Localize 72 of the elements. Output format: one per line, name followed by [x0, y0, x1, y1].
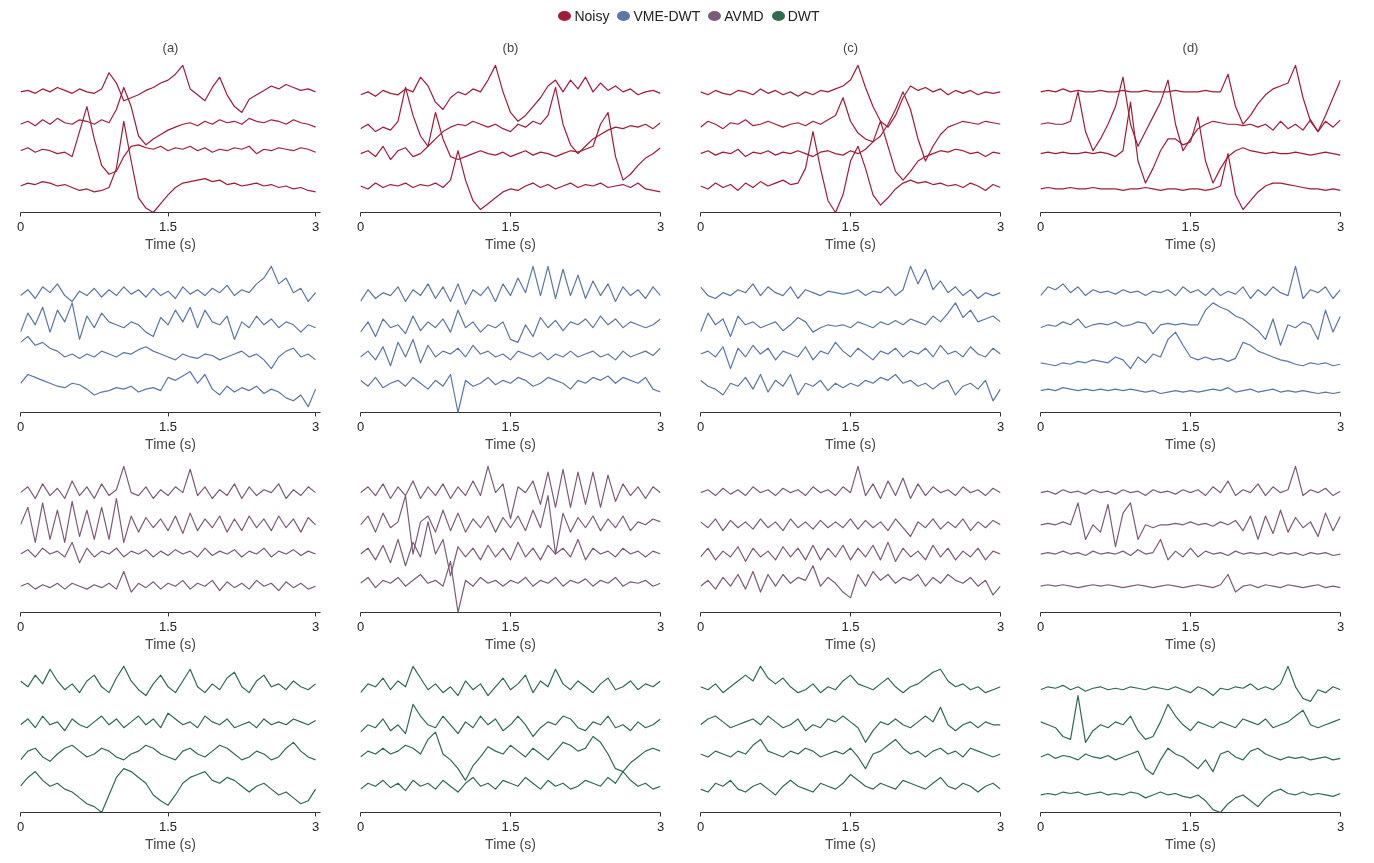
- x-tick-label: 3: [996, 618, 1005, 634]
- x-tick-label: 0: [16, 818, 25, 834]
- chart-title: (a): [162, 39, 179, 55]
- x-axis-title: Time (s): [485, 435, 536, 452]
- x-tick-label: 3: [1336, 418, 1345, 434]
- x-tick-label: 0: [1036, 618, 1045, 634]
- legend-label: AVMD: [724, 8, 764, 25]
- x-tick-label: 1.5: [1181, 418, 1200, 434]
- x-axis-title: Time (s): [485, 635, 536, 652]
- legend-label: DWT: [787, 8, 820, 25]
- x-tick-label: 3: [311, 218, 320, 234]
- x-tick-label: 3: [996, 418, 1005, 434]
- x-tick-label: 1.5: [841, 618, 860, 634]
- x-axis-title: Time (s): [145, 635, 196, 652]
- x-axis-title: Time (s): [1165, 835, 1216, 852]
- x-axis-title: Time (s): [145, 835, 196, 852]
- x-tick-label: 3: [996, 218, 1005, 234]
- x-tick-label: 1.5: [159, 218, 178, 234]
- x-tick-label: 0: [696, 618, 705, 634]
- legend-label: Noisy: [574, 8, 610, 25]
- x-axis-title: Time (s): [145, 435, 196, 452]
- x-tick-label: 3: [311, 618, 320, 634]
- x-axis-title: Time (s): [825, 235, 876, 252]
- x-tick-label: 3: [311, 818, 320, 834]
- x-axis-title: Time (s): [825, 635, 876, 652]
- x-tick-label: 0: [1036, 218, 1045, 234]
- x-tick-label: 0: [1036, 418, 1045, 434]
- x-tick-label: 1.5: [1181, 618, 1200, 634]
- x-tick-label: 1.5: [159, 618, 178, 634]
- x-tick-label: 3: [1336, 618, 1345, 634]
- x-tick-label: 0: [356, 418, 365, 434]
- chart-title: (b): [502, 39, 519, 55]
- x-axis-title: Time (s): [825, 435, 876, 452]
- x-tick-label: 1.5: [841, 418, 860, 434]
- x-tick-label: 1.5: [1181, 218, 1200, 234]
- x-tick-label: 1.5: [501, 618, 520, 634]
- x-tick-label: 0: [696, 418, 705, 434]
- x-tick-label: 1.5: [841, 818, 860, 834]
- x-axis-title: Time (s): [1165, 635, 1216, 652]
- x-tick-label: 1.5: [501, 818, 520, 834]
- x-tick-label: 3: [311, 418, 320, 434]
- x-axis-title: Time (s): [1165, 435, 1216, 452]
- x-tick-label: 1.5: [501, 218, 520, 234]
- x-tick-label: 0: [356, 618, 365, 634]
- x-tick-label: 0: [16, 418, 25, 434]
- x-axis-title: Time (s): [485, 835, 536, 852]
- x-tick-label: 0: [696, 218, 705, 234]
- x-axis-title: Time (s): [825, 835, 876, 852]
- x-tick-label: 1.5: [501, 418, 520, 434]
- x-tick-label: 3: [656, 218, 665, 234]
- x-tick-label: 3: [996, 818, 1005, 834]
- x-tick-label: 1.5: [1181, 818, 1200, 834]
- x-tick-label: 0: [696, 818, 705, 834]
- x-tick-label: 0: [16, 218, 25, 234]
- x-axis-title: Time (s): [1165, 235, 1216, 252]
- x-tick-label: 0: [16, 618, 25, 634]
- x-tick-label: 3: [1336, 218, 1345, 234]
- x-tick-label: 0: [356, 818, 365, 834]
- x-axis-title: Time (s): [145, 235, 196, 252]
- x-tick-label: 0: [356, 218, 365, 234]
- chart-title: (c): [842, 39, 859, 55]
- x-tick-label: 3: [1336, 818, 1345, 834]
- x-tick-label: 3: [656, 418, 665, 434]
- x-tick-label: 3: [656, 818, 665, 834]
- x-tick-label: 3: [656, 618, 665, 634]
- x-tick-label: 1.5: [841, 218, 860, 234]
- x-tick-label: 1.5: [159, 818, 178, 834]
- chart-title: (d): [1182, 39, 1199, 55]
- x-axis-title: Time (s): [485, 235, 536, 252]
- x-tick-label: 1.5: [159, 418, 178, 434]
- legend-label: VME-DWT: [633, 8, 701, 25]
- x-tick-label: 0: [1036, 818, 1045, 834]
